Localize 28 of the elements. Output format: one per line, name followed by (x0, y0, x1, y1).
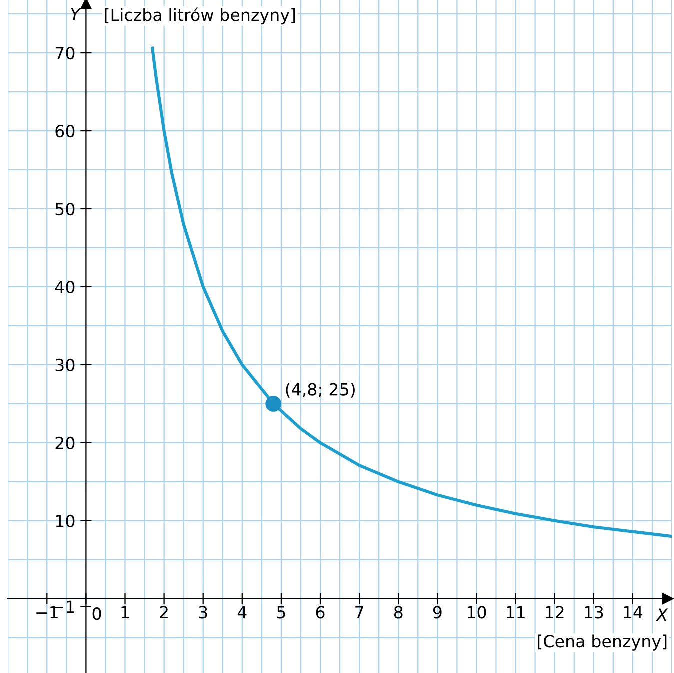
x-tick-label: 4 (238, 606, 247, 619)
y-tick-label: 30 (56, 358, 75, 372)
x-tick-label: 5 (277, 606, 286, 619)
x-tick-label: 8 (394, 606, 403, 619)
x-tick-label: 9 (433, 606, 442, 619)
y-tick-label: 20 (56, 436, 75, 450)
annotation: (4,8; 25) (286, 382, 355, 398)
x-tick-label: 6 (316, 606, 325, 619)
x-tick-label: 13 (585, 606, 604, 619)
x-tick-label: 3 (199, 606, 208, 619)
y-tick-label: 10 (56, 514, 75, 528)
x-tick-label: 0 (92, 608, 102, 620)
y-axis-title: [Liczba litrów benzyny] (105, 8, 296, 25)
y-tick-label: 60 (56, 124, 75, 138)
x-tick-label: 14 (624, 606, 643, 619)
x-tick-label: 11 (506, 606, 525, 619)
x-axis-title: [Cena benzyny] (538, 634, 667, 651)
x-tick-label: 12 (546, 606, 564, 619)
x-tick-label: 1 (122, 606, 130, 619)
y-tick-label: 50 (56, 202, 75, 216)
annotation: X (656, 608, 668, 621)
x-tick-label: 7 (356, 606, 364, 619)
line-series (151, 46, 672, 538)
y-tick-label: 70 (56, 46, 75, 60)
x-tick-label: 2 (160, 606, 168, 619)
y-tick-label: 40 (55, 280, 75, 294)
x-tick-label: 10 (468, 606, 486, 619)
annotation: Y (71, 8, 82, 20)
